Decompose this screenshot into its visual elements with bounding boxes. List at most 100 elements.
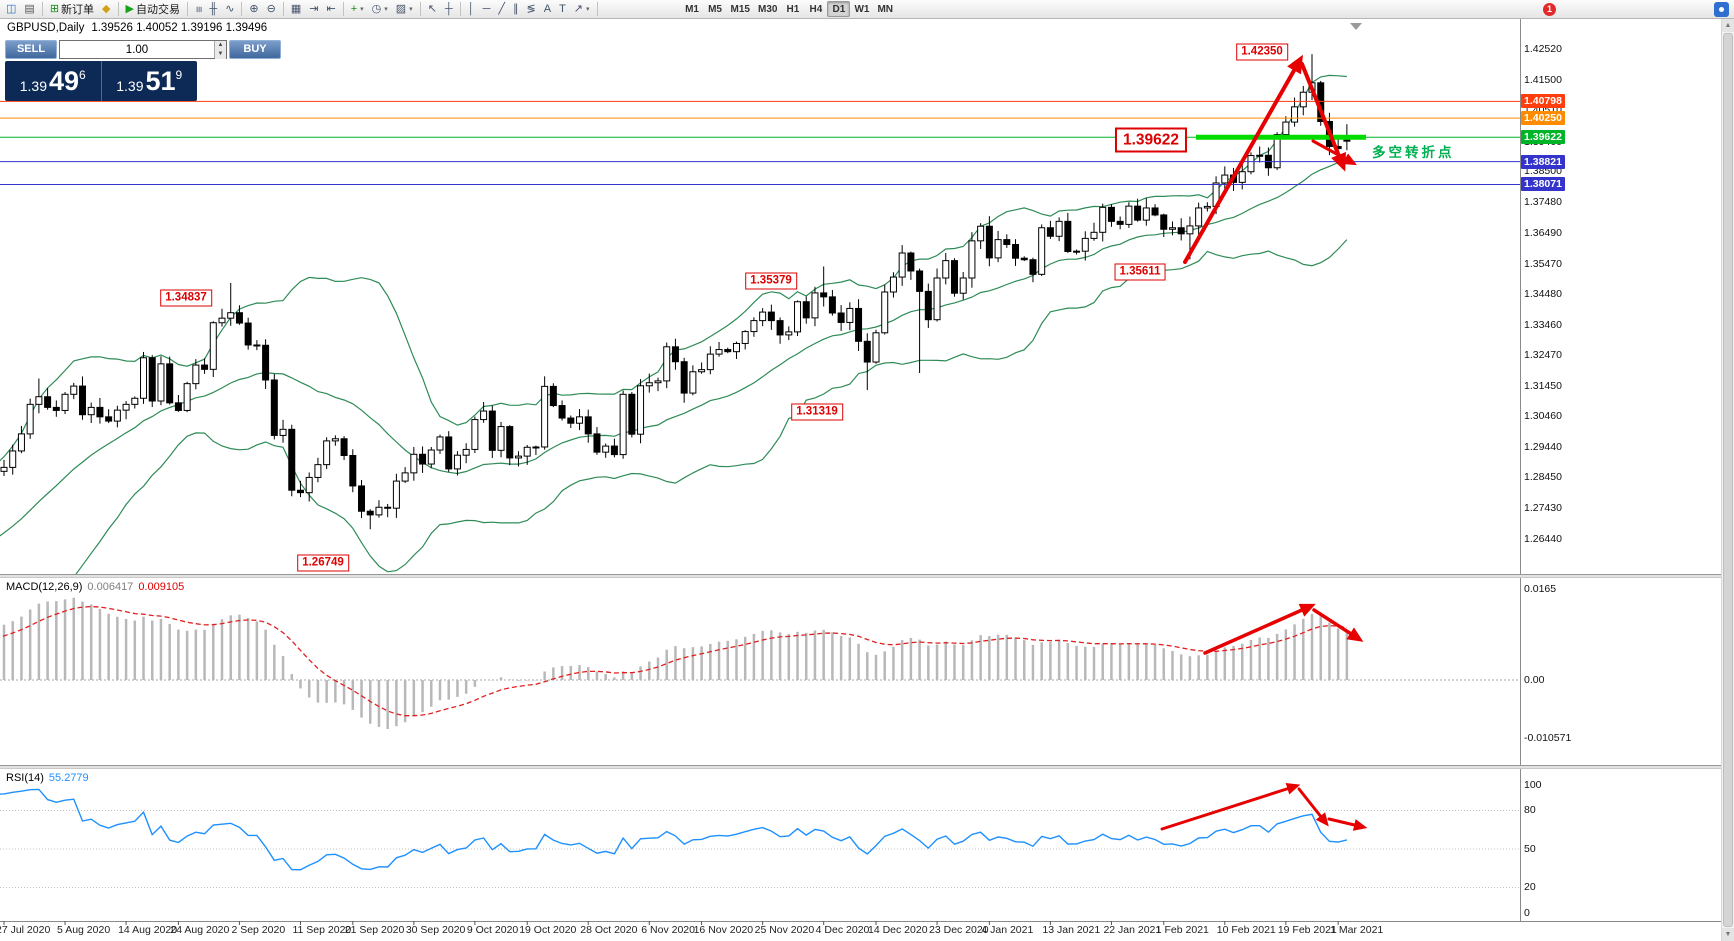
price-callout[interactable]: 1.42350 [1236, 43, 1288, 61]
news-badge[interactable]: 1 [1543, 3, 1556, 16]
trend-arrow-macd[interactable] [1312, 608, 1364, 642]
ohlc-values: 1.39526 1.40052 1.39196 1.39496 [91, 22, 268, 34]
toolbar-separator [419, 2, 421, 16]
indicators-button[interactable]: + ▾ [347, 1, 368, 18]
rsi-name: RSI(14) [6, 772, 44, 784]
price-callout[interactable]: 1.35379 [745, 272, 797, 290]
buy-button[interactable]: BUY [229, 40, 281, 59]
chart-shift-button[interactable]: ⇤ [322, 1, 339, 18]
auto-scroll-button[interactable]: ⇥ [305, 1, 322, 18]
volume-input[interactable] [60, 41, 214, 58]
bid-prefix: 1.39 [19, 78, 47, 94]
time-tick-label: 1 Feb 2021 [1155, 924, 1209, 936]
macd-name: MACD(12,26,9) [6, 581, 83, 593]
volume-decrease-button[interactable]: ▼ [215, 50, 226, 59]
trend-arrow-rsi[interactable] [1327, 817, 1368, 831]
volume-increase-button[interactable]: ▲ [215, 41, 226, 50]
scroll-up-arrow[interactable]: ▲ [1722, 19, 1734, 32]
timeframe-w1-button[interactable]: W1 [850, 1, 873, 17]
sell-button[interactable]: SELL [5, 40, 57, 59]
community-icon[interactable] [1714, 2, 1729, 17]
line-chart-button[interactable]: ∿ [221, 1, 238, 18]
annotation-note[interactable]: 多空转折点 [1372, 145, 1455, 160]
scrollbar-thumb[interactable] [1723, 33, 1733, 927]
timeframe-m5-button[interactable]: M5 [704, 1, 727, 17]
timeframe-h1-button[interactable]: H1 [781, 1, 804, 17]
trendline-button[interactable]: ╱ [494, 1, 509, 18]
cursor-button[interactable]: ↖ [424, 1, 441, 18]
trend-arrow-rsi[interactable] [1160, 783, 1301, 831]
price-callout[interactable]: 1.39622 [1114, 127, 1188, 153]
time-tick-label: 4 Dec 2020 [815, 924, 870, 936]
metaeditor-icon: ◆ [102, 2, 111, 15]
rsi-panel-separator[interactable] [0, 765, 1721, 769]
text-label-button[interactable]: T [555, 1, 570, 18]
time-tick-label: 13 Jan 2021 [1042, 924, 1101, 936]
price-callout[interactable]: 1.31319 [791, 403, 843, 421]
trend-arrow-rsi[interactable] [1297, 787, 1329, 827]
horizontal-line-button[interactable]: ─ [479, 1, 495, 18]
autotrading-button[interactable]: ▶ 自动交易 [122, 1, 184, 18]
price-tick-label: 1.29440 [1524, 441, 1562, 454]
chart-shift-marker[interactable] [1350, 23, 1362, 30]
vertical-scrollbar[interactable]: ▲ ▼ [1721, 19, 1734, 941]
crosshair-icon: ┼ [444, 2, 453, 15]
time-tick-label: 11 Sep 2020 [292, 924, 352, 936]
bar-chart-icon: ≡ [192, 5, 205, 13]
price-tick-label: 1.35470 [1524, 257, 1562, 270]
chart-window-button[interactable]: ◫ [2, 1, 20, 18]
price-callout[interactable]: 1.34837 [160, 289, 212, 307]
timeframe-m30-button[interactable]: M30 [754, 1, 781, 17]
trend-arrow-main[interactable] [1311, 139, 1357, 166]
text-button[interactable]: A [540, 1, 555, 18]
bollinger-upper-line [0, 74, 1347, 462]
crosshair-button[interactable]: ┼ [441, 1, 457, 18]
new-order-button[interactable]: ⊞ 新订单 [46, 1, 98, 18]
time-tick-label: 24 Aug 2020 [170, 924, 230, 936]
toolbar-separator [282, 2, 284, 16]
candles-layer [0, 54, 1351, 530]
bar-chart-button[interactable]: ≡ [191, 1, 205, 18]
price-level-tag: 1.38821 [1521, 154, 1565, 169]
bid-price[interactable]: 1.39 49 6 [5, 61, 101, 101]
trend-arrow-main[interactable] [1183, 54, 1303, 264]
candlestick-chart-button[interactable]: ╫ [205, 1, 221, 18]
scroll-down-arrow[interactable]: ▼ [1722, 928, 1734, 941]
vertical-line-button[interactable]: │ [464, 1, 479, 18]
ask-pip-digit: 9 [175, 68, 183, 82]
templates-button[interactable]: ▨ ▾ [392, 1, 417, 18]
price-tick-label: 1.28450 [1524, 471, 1562, 484]
tile-windows-button[interactable]: ▦ [287, 1, 305, 18]
timeframe-mn-button[interactable]: MN [873, 1, 897, 17]
price-callout[interactable]: 1.26749 [297, 554, 349, 572]
arrows-tool-button[interactable]: ↗ ▾ [570, 1, 594, 18]
price-level-tag: 1.40250 [1521, 111, 1565, 126]
macd-panel-separator[interactable] [0, 574, 1721, 578]
ask-price[interactable]: 1.39 51 9 [102, 61, 198, 101]
equidistant-channel-button[interactable]: ∥ [509, 1, 523, 18]
toolbar-separator [342, 2, 344, 16]
zoom-in-button[interactable]: ⊕ [245, 1, 262, 18]
price-tick-label: 1.27430 [1524, 502, 1562, 515]
price-callout[interactable]: 1.35611 [1114, 263, 1166, 281]
periods-button[interactable]: ◷ ▾ [368, 1, 392, 18]
autotrading-label: 自动交易 [135, 4, 180, 16]
profiles-button[interactable]: ▤ [20, 1, 38, 18]
zoom-out-button[interactable]: ⊖ [263, 1, 280, 18]
price-tick-label: 1.36490 [1524, 226, 1562, 239]
cursor-icon: ↖ [427, 2, 437, 15]
zoom-out-icon: ⊖ [266, 2, 276, 15]
auto-scroll-icon: ⇥ [309, 2, 319, 15]
templates-dropdown-icon: ▾ [409, 6, 413, 13]
price-tick-label: 1.42520 [1524, 43, 1562, 55]
timeframe-d1-button[interactable]: D1 [827, 1, 851, 17]
timeframe-m1-button[interactable]: M1 [681, 1, 704, 17]
timeframe-h4-button[interactable]: H4 [804, 1, 827, 17]
fibonacci-button[interactable]: ≶ [523, 1, 540, 18]
metaeditor-button[interactable]: ◆ [98, 1, 114, 18]
trend-arrow-main[interactable] [1300, 62, 1346, 172]
timeframe-m15-button[interactable]: M15 [727, 1, 754, 17]
trend-arrow-macd[interactable] [1203, 603, 1316, 655]
